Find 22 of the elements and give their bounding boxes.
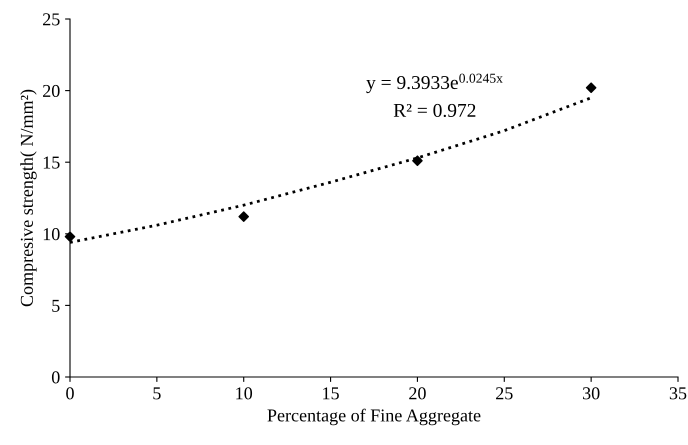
y-tick-label: 0	[52, 371, 60, 384]
x-tick-label: 10	[236, 387, 252, 400]
x-tick-label: 20	[409, 387, 426, 400]
x-axis-title: Percentage of Fine Aggregate	[267, 408, 480, 426]
x-tick-label: 15	[323, 387, 339, 400]
x-tick-label: 0	[66, 387, 74, 400]
annotation: y = 9.3933e$^{0.0245x}$	[366, 74, 503, 94]
annotation: R² = 0.972	[394, 104, 476, 118]
x-tick-label: 30	[582, 387, 600, 400]
point	[238, 211, 250, 222]
y-tick-label: 10	[44, 228, 60, 240]
y-tick-label: 20	[43, 84, 60, 98]
x-tick-label: 35	[670, 387, 686, 400]
point	[586, 82, 596, 94]
y-tick-label: 25	[43, 13, 60, 26]
point	[412, 155, 423, 166]
y-axis-title: Compresive strength( N/mm²)	[20, 90, 37, 306]
x-tick-label: 25	[496, 387, 513, 400]
x-tick-label: 5	[153, 387, 161, 400]
point	[64, 231, 76, 242]
y-tick-label: 15	[44, 156, 60, 169]
y-tick-label: 5	[52, 300, 60, 312]
